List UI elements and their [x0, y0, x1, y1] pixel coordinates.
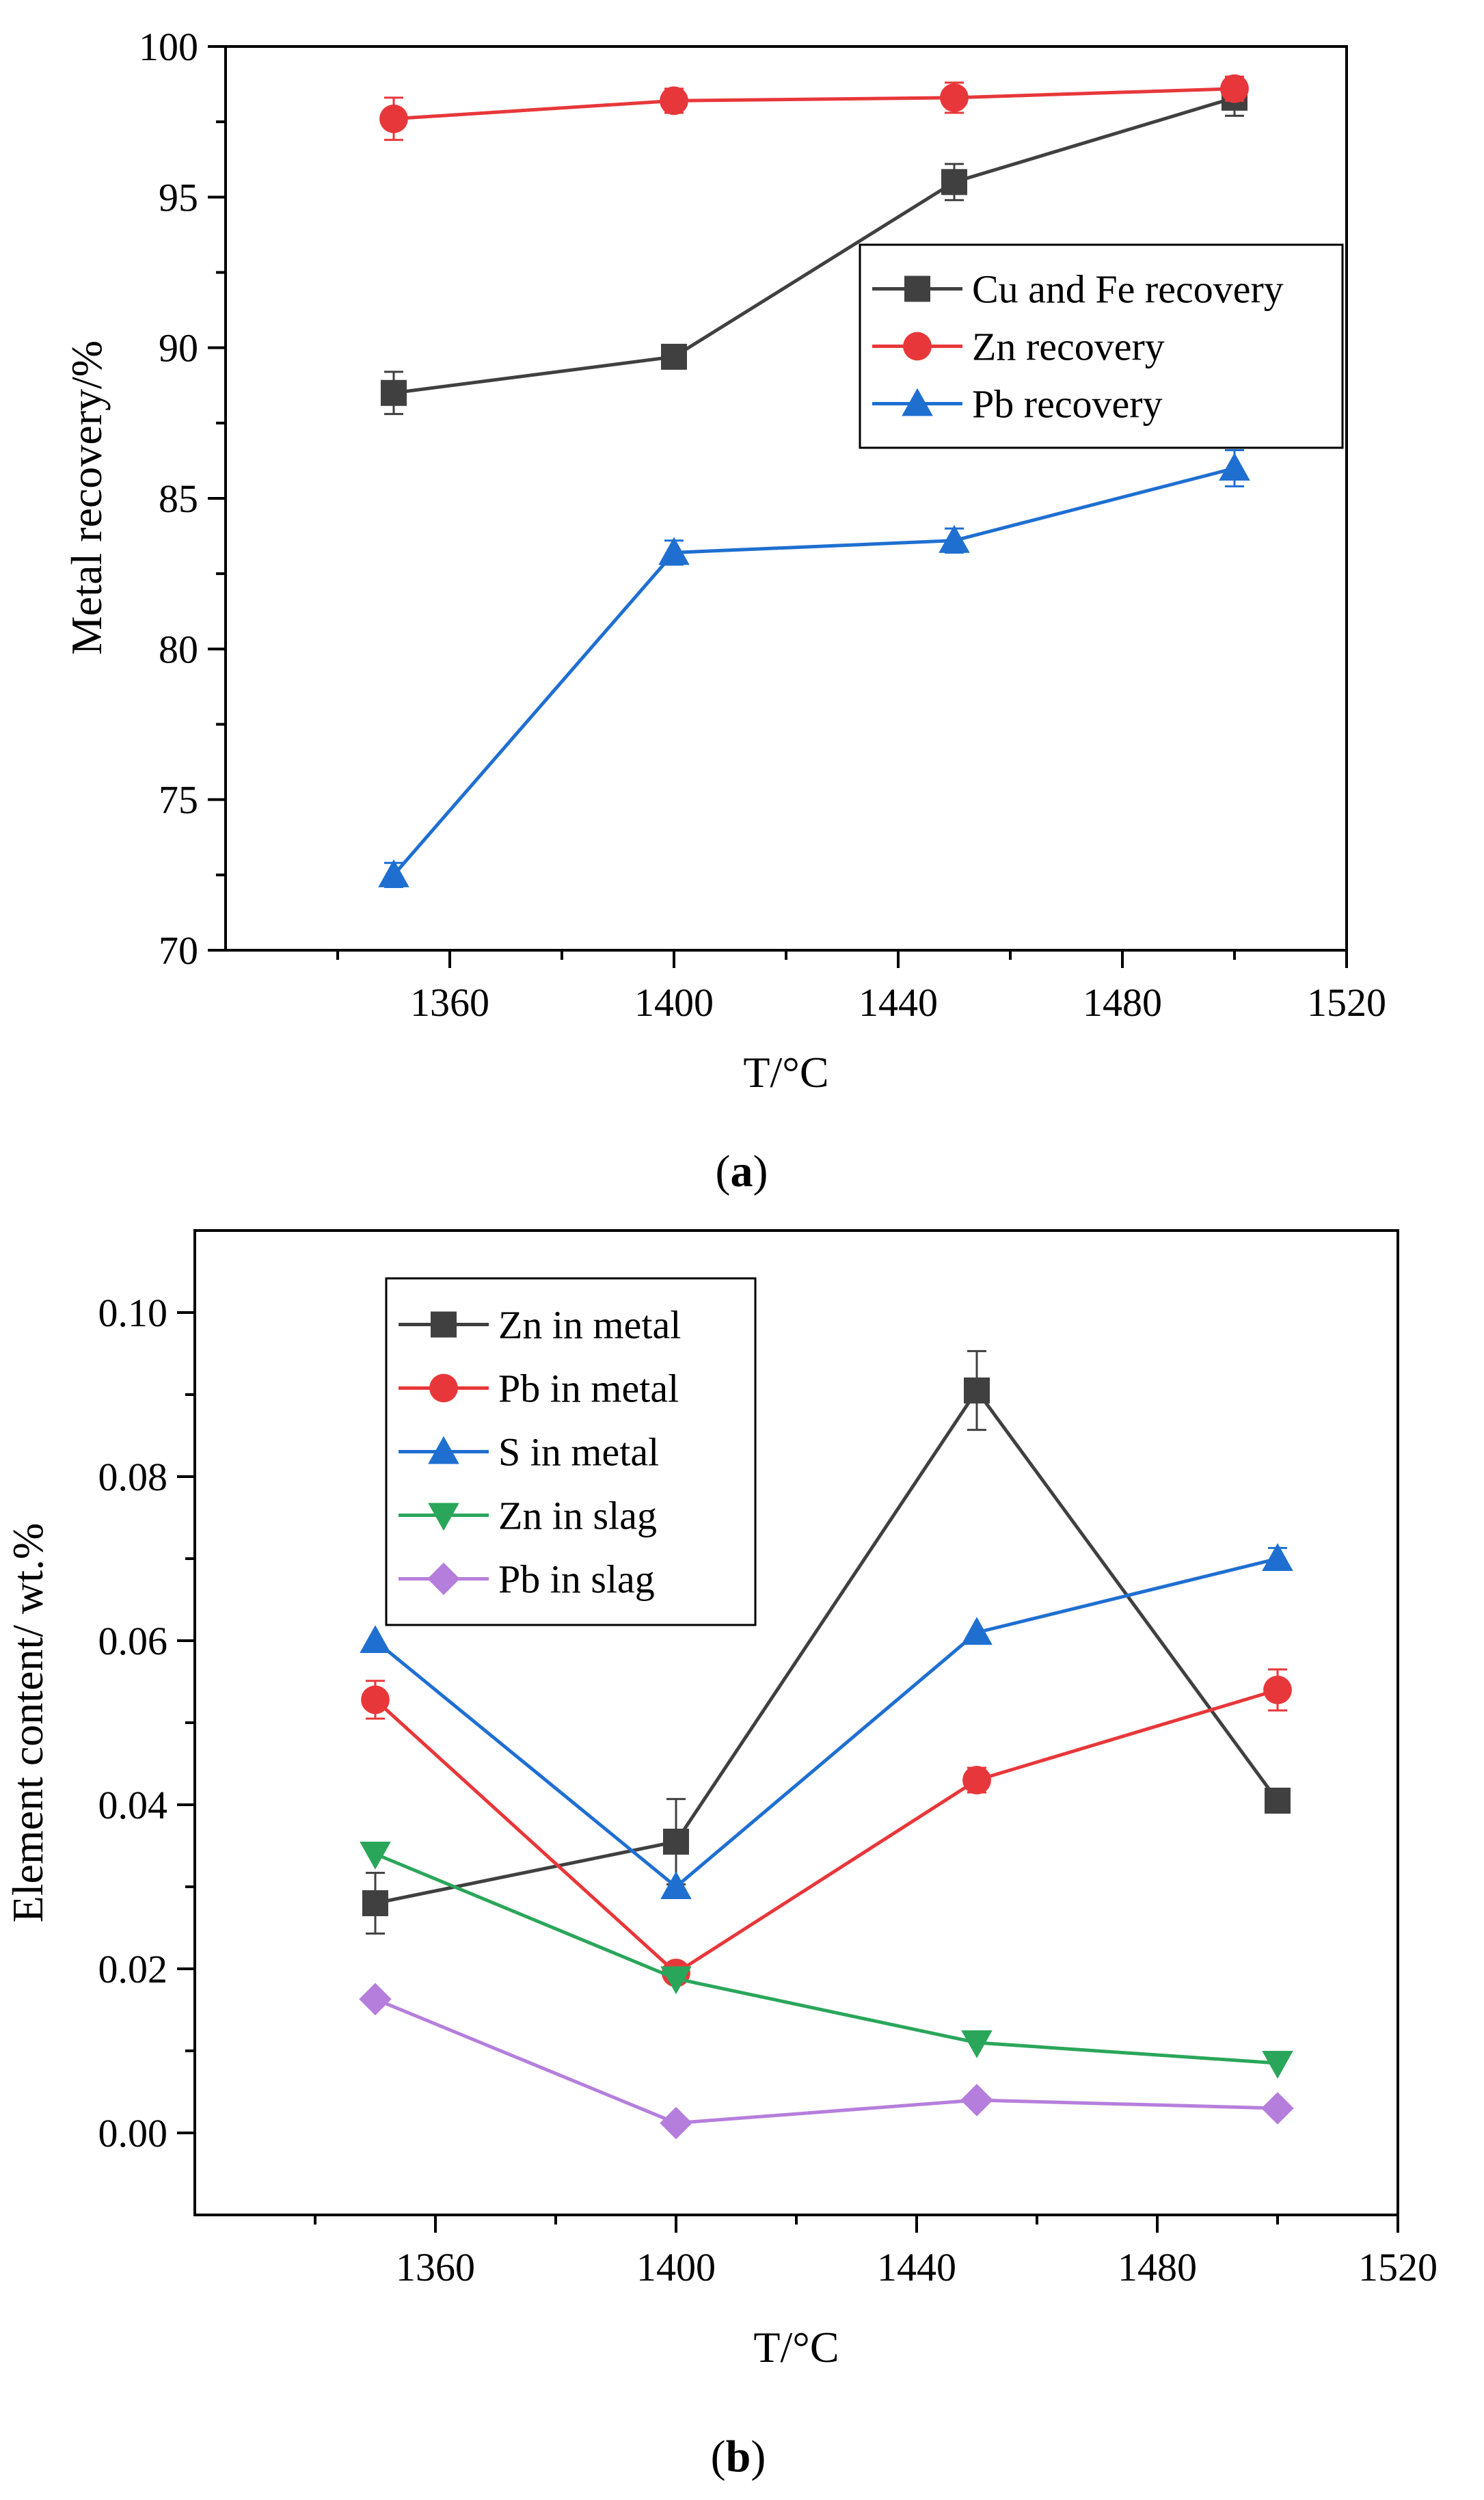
- panel-b-plot-layer: [359, 1349, 1294, 2140]
- panel-a-data-point-1: [379, 104, 408, 133]
- panel-a-legend-label-2: Pb recovery: [972, 382, 1163, 427]
- panel-a-plot-layer: [378, 74, 1250, 888]
- panel-b-legend-marker-4: [427, 1562, 460, 1596]
- panel-a-data-point-1: [1220, 74, 1249, 103]
- panel-b-legend: Zn in metal Pb in metal S in metal Zn in sl…: [385, 1277, 757, 1626]
- panel-b-data-point-1: [361, 1685, 390, 1715]
- panel-a-y-axis-title: Metal recovery/%: [62, 340, 111, 655]
- panel-a-y-tick-label: 75: [159, 778, 198, 822]
- panel-a-y-tick-label: 70: [159, 928, 198, 973]
- panel-a-series-line-1: [393, 87, 1235, 121]
- panel-b-legend-label-0: Zn in metal: [498, 1303, 681, 1347]
- panel-a-legend: Cu and Fe recovery Zn recovery Pb recovery: [859, 243, 1344, 449]
- panel-b-legend-label-3: Zn in slag: [498, 1494, 657, 1538]
- panel-b-data-point-0: [1265, 1788, 1291, 1814]
- panel-a-x-tick-label: 1400: [634, 980, 714, 1025]
- panel-b-legend-marker-0: [431, 1311, 457, 1338]
- panel-b-x-axis-title: T/°C: [753, 2323, 839, 2371]
- panel-a-data-point-1: [940, 83, 969, 112]
- panel-a-y-tick-label: 95: [159, 175, 198, 219]
- panel-a-legend-label-1: Zn recovery: [972, 325, 1165, 369]
- panel-b-y-tick-label: 0.02: [98, 1947, 168, 1991]
- panel-b-y-axis-title: Element content/ wt.%: [3, 1523, 52, 1923]
- panel-a-data-point-1: [660, 86, 688, 116]
- panel-b-legend-marker-1: [429, 1373, 458, 1403]
- panel-b-data-point-4: [1261, 2092, 1294, 2125]
- panel-a-data-point-0: [381, 379, 407, 406]
- panel-b-data-point-4: [359, 1982, 392, 2016]
- panel-b-series-line-1: [374, 1688, 1278, 1976]
- panel-b-x-tick-label: 1480: [1118, 2245, 1197, 2289]
- panel-a-data-point-2: [378, 859, 409, 887]
- panel-a-y-tick-label: 90: [159, 326, 198, 371]
- panel-b-data-point-1: [962, 1766, 991, 1795]
- panel-a-series-line-0: [393, 96, 1235, 395]
- panel-b-data-point-2: [961, 1617, 993, 1645]
- panel-a-x-tick-label: 1360: [410, 980, 489, 1025]
- panel-a-legend-label-0: Cu and Fe recovery: [972, 267, 1284, 312]
- panel-a-x-tick-label: 1440: [859, 980, 938, 1025]
- panel-b-data-point-4: [660, 2106, 692, 2140]
- panel-b-data-point-1: [1263, 1676, 1292, 1704]
- panel-b-y-tick-label: 0.08: [98, 1455, 168, 1499]
- panel-b-data-point-3: [360, 1841, 391, 1870]
- panel-a-series-line-2: [392, 466, 1235, 876]
- panel-b-data-point-0: [362, 1890, 388, 1916]
- panel-b-data-point-4: [960, 2084, 993, 2116]
- panel-a-y-tick-label: 85: [159, 476, 198, 521]
- panel-a-data-point-2: [658, 537, 690, 565]
- panel-b-legend-label-2: S in metal: [498, 1430, 659, 1475]
- panel-a-caption: (a): [716, 1146, 768, 1196]
- panel-a-legend-marker-0: [904, 275, 930, 302]
- panel-b-data-point-0: [964, 1377, 990, 1403]
- panel-b-data-point-2: [1262, 1543, 1293, 1572]
- panel-b-y-tick-label: 0.06: [98, 1619, 168, 1663]
- panel-a-axis-ticks: 1360 1400 1440 1480 1520 70 75 80 85 90 95 100: [139, 25, 1386, 1025]
- panel-a-y-tick-label: 80: [159, 627, 198, 671]
- panel-b-data-point-3: [1262, 2050, 1293, 2079]
- panel-b-y-tick-label: 0.04: [98, 1783, 168, 1827]
- panel-a-data-point-0: [661, 343, 687, 370]
- panel-b-data-point-2: [660, 1871, 692, 1900]
- panel-b-legend-label-1: Pb in metal: [498, 1367, 679, 1411]
- panel-a-caption-letter: a: [731, 1146, 753, 1196]
- panel-b-series-line-4: [375, 1998, 1278, 2125]
- panel-a-legend-marker-2: [902, 388, 933, 416]
- panel-a-y-tick-label: 100: [139, 25, 198, 69]
- panel-a-x-tick-label: 1480: [1083, 980, 1162, 1025]
- panel-a-x-tick-label: 1520: [1307, 980, 1386, 1025]
- panel-b-legend-marker-3: [428, 1503, 459, 1531]
- panel-b-legend-label-4: Pb in slag: [498, 1557, 655, 1602]
- panel-a-data-point-0: [941, 169, 967, 196]
- panel-a-data-point-2: [1219, 453, 1250, 481]
- panel-b-y-tick-label: 0.00: [98, 2111, 168, 2155]
- panel-b-caption-letter: b: [726, 2432, 751, 2482]
- panel-b-data-point-0: [663, 1829, 689, 1855]
- panel-b-axis-ticks: 1360 1400 1440 1480 1520 0.00 0.02 0.04 0.06 0.08…: [98, 1291, 1438, 2289]
- panel-a-metal-recovery-chart: 1360 1400 1440 1480 1520 70 75 80 85 90 95 100 T/°C…: [62, 25, 1386, 1196]
- panel-b-data-point-3: [660, 1966, 692, 1995]
- panel-b-element-content-chart: 1360 1400 1440 1480 1520 0.00 0.02 0.04 0.06 0.08…: [3, 1229, 1438, 2482]
- panel-a-data-point-2: [939, 524, 970, 553]
- panel-b-series-line-2: [374, 1557, 1278, 1890]
- panel-a-legend-marker-1: [903, 332, 932, 361]
- panel-a-x-axis-title: T/°C: [743, 1048, 828, 1097]
- panel-b-x-tick-label: 1360: [396, 2245, 475, 2289]
- panel-b-y-tick-label: 0.10: [98, 1291, 168, 1335]
- panel-b-x-tick-label: 1520: [1358, 2245, 1438, 2289]
- panel-b-legend-marker-2: [428, 1436, 459, 1464]
- panel-b-series-line-3: [375, 1852, 1278, 2065]
- panel-b-x-tick-label: 1400: [636, 2245, 716, 2289]
- panel-b-caption: (b): [711, 2432, 766, 2482]
- panel-b-data-point-3: [961, 2030, 993, 2058]
- panel-b-data-point-2: [360, 1625, 391, 1654]
- panel-b-x-tick-label: 1440: [877, 2245, 956, 2289]
